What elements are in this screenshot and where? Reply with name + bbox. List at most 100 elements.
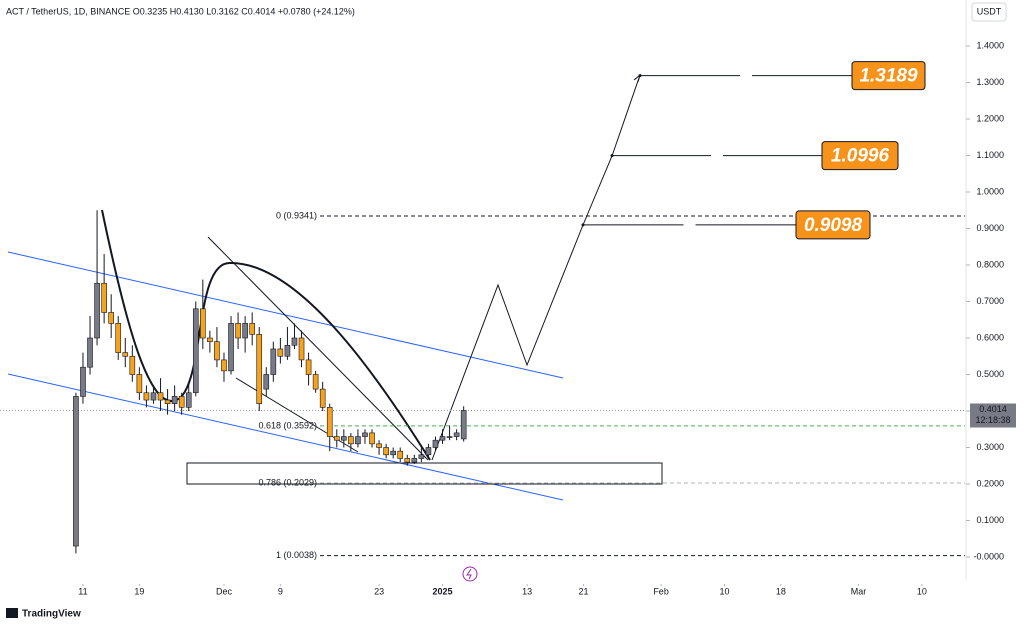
candle-body — [108, 312, 114, 324]
candle-body — [425, 447, 432, 456]
y-tick-label: 1.4000 — [976, 40, 1004, 50]
candle-body — [277, 348, 284, 357]
candle-body — [143, 392, 150, 401]
target-box — [795, 210, 871, 240]
target-box — [821, 141, 899, 171]
candle-body — [207, 337, 213, 342]
candle-body — [136, 374, 143, 394]
y-tick-label: 0.6000 — [976, 332, 1004, 342]
candle-body — [333, 436, 340, 441]
candle-body — [305, 359, 312, 375]
logo — [6, 608, 18, 618]
y-tick-label: 0.1000 — [976, 515, 1004, 525]
candle-body — [326, 407, 333, 437]
last-price-box — [970, 403, 1016, 428]
x-tick-label: 21 — [579, 586, 589, 596]
candle-body — [446, 436, 453, 438]
candle-body — [171, 396, 178, 405]
fib-label: 0.786 (0.2029) — [258, 477, 317, 487]
candle-body — [192, 308, 199, 394]
candle-body — [164, 399, 171, 405]
y-tick-label: 0.2000 — [976, 478, 1004, 488]
candle-body — [214, 341, 220, 361]
x-tick-label: 2025 — [433, 586, 453, 596]
candle-body — [418, 454, 425, 459]
candle-body — [460, 410, 467, 440]
x-tick-label: Mar — [851, 586, 867, 596]
y-tick-label: 1.3000 — [976, 77, 1004, 87]
candle-body — [94, 282, 100, 339]
x-tick-label: Dec — [216, 586, 233, 596]
candle-body — [376, 443, 382, 448]
candle-body — [312, 374, 319, 390]
target-label: 1.0996 — [831, 146, 890, 167]
candle-body — [348, 436, 354, 445]
candle-body — [453, 432, 460, 437]
candle-body — [404, 458, 411, 463]
x-tick-label: 9 — [278, 586, 283, 596]
candle-body — [115, 323, 122, 353]
brand: TradingView — [22, 609, 81, 620]
chart-title: ACT / TetherUS, 1D, BINANCE O0.3235 H0.4… — [6, 6, 355, 16]
candle-body — [298, 337, 305, 361]
candle-body — [256, 334, 263, 405]
last-price: 0.4014 — [979, 404, 1007, 414]
candle-body — [150, 392, 157, 401]
y-tick-label: 1.1000 — [976, 150, 1004, 160]
x-tick-label: 11 — [78, 586, 87, 596]
candle-body — [73, 396, 79, 547]
countdown: 12:18:38 — [975, 415, 1010, 425]
candle-body — [87, 337, 93, 368]
candle-body — [228, 323, 234, 372]
candle-body — [235, 323, 241, 339]
event-bolt — [466, 568, 472, 580]
target-label: 0.9098 — [804, 215, 863, 236]
candle-body — [362, 432, 368, 437]
candle-body — [319, 388, 326, 408]
candle-body — [263, 374, 270, 390]
candle-body — [242, 323, 248, 339]
candle-body — [157, 392, 164, 401]
currency-box[interactable] — [971, 2, 1007, 22]
candle-body — [439, 436, 446, 441]
x-tick-label: Feb — [653, 586, 669, 596]
candle-body — [341, 436, 347, 441]
x-tick-label: 10 — [720, 586, 730, 596]
channel-lower — [7, 373, 564, 501]
y-tick-label: 0.9000 — [976, 223, 1004, 233]
fib-label: 0.618 (0.3592) — [258, 420, 317, 430]
wedge-upper — [207, 236, 429, 461]
candle-body — [432, 439, 439, 448]
cup-curve — [101, 209, 431, 461]
y-tick-label: 0.5000 — [976, 369, 1004, 379]
candle-body — [80, 366, 86, 397]
event-icon[interactable] — [462, 566, 478, 582]
candle-body — [390, 450, 396, 456]
candle-body — [200, 308, 206, 339]
target-label: 1.3189 — [859, 66, 918, 87]
demand-zone — [186, 462, 663, 485]
x-tick-label: 18 — [776, 586, 786, 596]
y-tick-label: 0.7000 — [976, 296, 1004, 306]
candle-body — [122, 352, 129, 357]
candle-body — [369, 432, 375, 445]
y-tick-label: 1.0000 — [976, 186, 1004, 196]
y-tick-label: 0.8000 — [976, 259, 1004, 269]
candle-body — [178, 396, 185, 408]
candle-body — [291, 337, 298, 346]
candle-body — [101, 282, 107, 313]
candle-body — [284, 344, 291, 357]
target-dot — [638, 74, 642, 78]
candle-body — [249, 323, 255, 335]
candle-body — [355, 436, 361, 445]
x-tick-label: 10 — [917, 586, 927, 596]
candle-body — [411, 458, 418, 463]
candle-body — [383, 447, 389, 456]
target-box — [851, 61, 926, 91]
y-tick-label: 0.3000 — [976, 442, 1004, 452]
x-tick-label: 13 — [522, 586, 532, 596]
target-dot — [610, 154, 614, 158]
projection-path — [431, 74, 641, 461]
